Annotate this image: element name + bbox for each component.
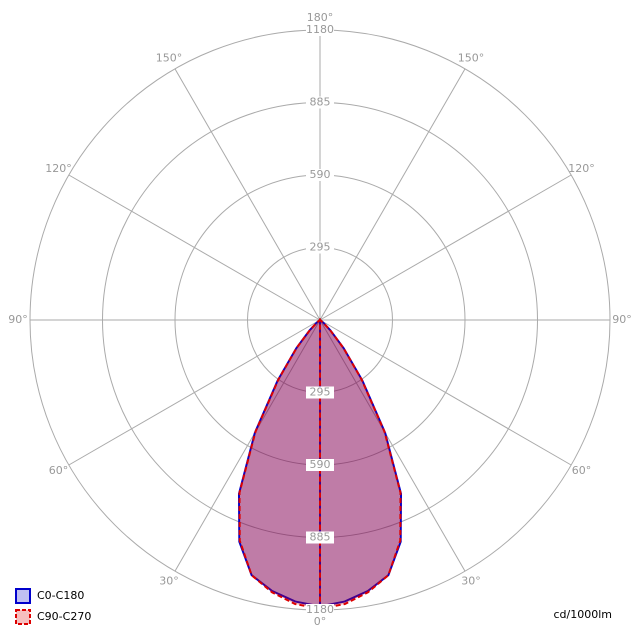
grid-spoke (68, 174, 321, 321)
r-label-bg (306, 24, 334, 36)
r-label-bg (306, 604, 334, 616)
legend-label: C0-C180 (37, 589, 84, 602)
r-label-bg (306, 96, 334, 109)
grid-spoke (174, 319, 321, 572)
r-label-bg (306, 386, 334, 399)
grid-spoke (319, 319, 466, 572)
angle-label: 120° (45, 162, 72, 175)
r-tick-label: 885 (310, 531, 331, 544)
legend-swatch (15, 609, 31, 625)
angle-label: 30° (159, 575, 179, 588)
angle-label: 90° (612, 313, 632, 326)
grid-spoke (319, 174, 572, 321)
legend-swatch (15, 588, 31, 604)
angle-label: 30° (461, 575, 481, 588)
angle-label: 150° (458, 51, 485, 64)
angle-label: 150° (156, 51, 183, 64)
grid-spoke (319, 319, 572, 466)
r-label-bg (306, 241, 334, 254)
r-label-bg (306, 459, 334, 471)
legend-label: C90-C270 (37, 610, 91, 623)
r-tick-label: 295 (310, 241, 331, 254)
intensity-curve (238, 318, 321, 610)
r-tick-label: 1180 (306, 603, 334, 616)
r-tick-label: 590 (310, 458, 331, 471)
r-tick-label: 590 (310, 168, 331, 181)
angle-label: 180° (307, 11, 334, 24)
r-label-bg (306, 531, 334, 544)
angle-label: 120° (568, 162, 595, 175)
r-tick-label: 1180 (306, 23, 334, 36)
angle-label: 60° (572, 464, 592, 477)
intensity-curve (319, 318, 402, 610)
angle-label: 90° (8, 313, 28, 326)
grid-spoke (174, 68, 321, 321)
angle-label: 0° (314, 615, 327, 628)
grid-spoke (319, 68, 466, 321)
r-label-bg (306, 169, 334, 181)
angle-label: 60° (49, 464, 69, 477)
r-tick-label: 885 (310, 96, 331, 109)
unit-label: cd/1000lm (553, 608, 612, 621)
grid-spoke (68, 319, 321, 466)
series (238, 318, 402, 610)
r-tick-label: 295 (310, 386, 331, 399)
